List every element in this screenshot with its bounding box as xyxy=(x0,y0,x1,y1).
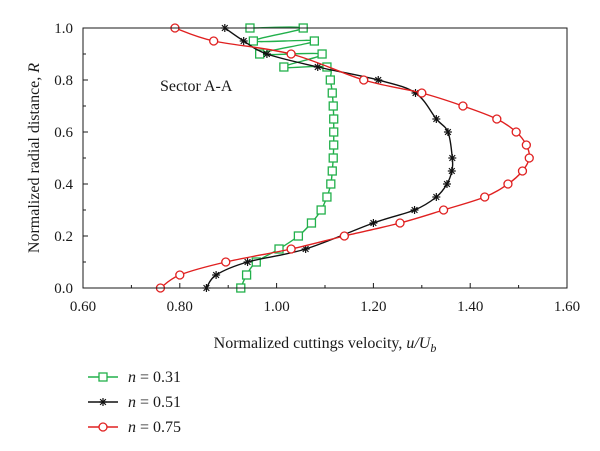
plot-area xyxy=(155,23,534,293)
series-3-point xyxy=(480,192,490,202)
legend-item-1: n = 0.31 xyxy=(88,369,181,386)
legend-label-variable: n xyxy=(128,394,136,411)
x-tick-label: 1.40 xyxy=(457,299,483,315)
series-2-point xyxy=(410,206,419,214)
legend-label: n = 0.75 xyxy=(128,419,181,436)
series-1-point xyxy=(317,49,327,59)
series-3-point xyxy=(286,49,296,59)
y-tick-label: 0.2 xyxy=(54,229,73,245)
series-1-point xyxy=(309,36,320,46)
series-3-point xyxy=(521,140,531,150)
series-1-point xyxy=(329,140,339,150)
series-2 xyxy=(202,24,457,292)
series-3-point xyxy=(209,36,219,46)
legend-marker xyxy=(98,422,108,432)
x-tick-label: 0.80 xyxy=(167,299,193,315)
series-2-point xyxy=(369,219,378,227)
series-1-point xyxy=(322,192,332,202)
legend-label-variable: n xyxy=(128,369,136,386)
series-2-point xyxy=(432,115,441,123)
y-tick-label: 0.6 xyxy=(54,125,73,141)
series-3-point xyxy=(458,101,468,111)
series-1 xyxy=(236,23,339,293)
series-2-point xyxy=(243,258,252,266)
x-axis-title-text: Normalized cuttings velocity, xyxy=(214,335,407,352)
legend-label-variable: n xyxy=(128,419,136,436)
series-1-point xyxy=(279,62,289,72)
x-tick-label: 1.60 xyxy=(554,299,580,315)
legend-label-value: = 0.75 xyxy=(136,419,181,436)
y-axis-title-math: R xyxy=(26,63,43,74)
legend-marker xyxy=(98,372,108,382)
series-3-point xyxy=(286,244,296,254)
series-2-point xyxy=(374,76,383,84)
series-3-point xyxy=(517,166,528,176)
series-2-point xyxy=(432,193,441,201)
series-1-point xyxy=(248,36,259,46)
series-2-point xyxy=(239,37,248,45)
legend-label: n = 0.31 xyxy=(128,369,181,386)
x-axis-title: Normalized cuttings velocity, u/Ub xyxy=(214,335,437,355)
series-1-point xyxy=(326,179,336,189)
series-1-point xyxy=(316,205,326,215)
y-axis-title-text: Normalized radial distance, xyxy=(26,73,43,253)
legend-label-value: = 0.31 xyxy=(136,369,181,386)
series-3-point xyxy=(395,218,405,228)
y-tick-label: 0.8 xyxy=(54,73,73,89)
legend-label-value: = 0.51 xyxy=(136,394,181,411)
series-1-point xyxy=(328,153,338,163)
series-3-point xyxy=(359,75,369,85)
series-3-point xyxy=(503,179,513,189)
series-3-point xyxy=(524,153,534,163)
series-1-point xyxy=(325,75,335,85)
x-tick-label: 1.00 xyxy=(263,299,289,315)
series-2-point xyxy=(262,50,271,58)
y-tick-label: 0.4 xyxy=(54,177,73,193)
x-axis-title-subscript: b xyxy=(430,341,436,355)
series-3-point xyxy=(175,270,185,280)
series-3-point xyxy=(492,114,502,124)
series-2-point xyxy=(313,63,322,71)
series-1-point xyxy=(329,127,339,137)
series-1-point xyxy=(327,88,337,98)
series-2-point xyxy=(443,128,452,136)
legend: n = 0.31n = 0.51n = 0.75 xyxy=(88,369,181,436)
legend-label: n = 0.51 xyxy=(128,394,181,411)
series-3-point xyxy=(221,257,231,267)
series-3-point xyxy=(417,88,427,98)
series-2-line xyxy=(205,27,454,289)
legend-item-3: n = 0.75 xyxy=(88,419,181,436)
y-axis-title: Normalized radial distance, R xyxy=(26,63,43,253)
y-tick-label: 0.0 xyxy=(54,281,73,297)
series-3-line xyxy=(160,27,531,289)
series-1-point xyxy=(274,244,284,254)
series-3-point xyxy=(438,205,449,215)
series-2-point xyxy=(448,154,457,162)
series-3-point xyxy=(339,231,350,241)
series-2-point xyxy=(411,89,420,97)
x-tick-label: 0.60 xyxy=(70,299,96,315)
axes: 0.60 0.80 1.00 1.20 1.40 1.60 0.0 0.2 0.4 0.6 0.8 1… xyxy=(54,21,580,315)
annotation-label: Sector A-A xyxy=(160,78,233,95)
series-1-point xyxy=(293,231,304,241)
series-1-point xyxy=(327,166,337,176)
series-1-point xyxy=(306,218,317,228)
series-1-point xyxy=(251,257,261,267)
series-1-point xyxy=(329,114,339,124)
series-2-point xyxy=(442,180,451,188)
y-tick-label: 1.0 xyxy=(54,21,73,37)
series-1-point xyxy=(241,270,252,280)
series-2-point xyxy=(212,271,221,279)
legend-marker xyxy=(99,398,107,406)
x-axis-title-math: u/U xyxy=(406,335,431,352)
x-tick-label: 1.20 xyxy=(360,299,386,315)
series-1-point xyxy=(328,101,338,111)
series-2-point xyxy=(447,167,456,175)
legend-item-2: n = 0.51 xyxy=(88,394,181,411)
series-3 xyxy=(155,23,534,293)
series-3-point xyxy=(511,127,521,137)
